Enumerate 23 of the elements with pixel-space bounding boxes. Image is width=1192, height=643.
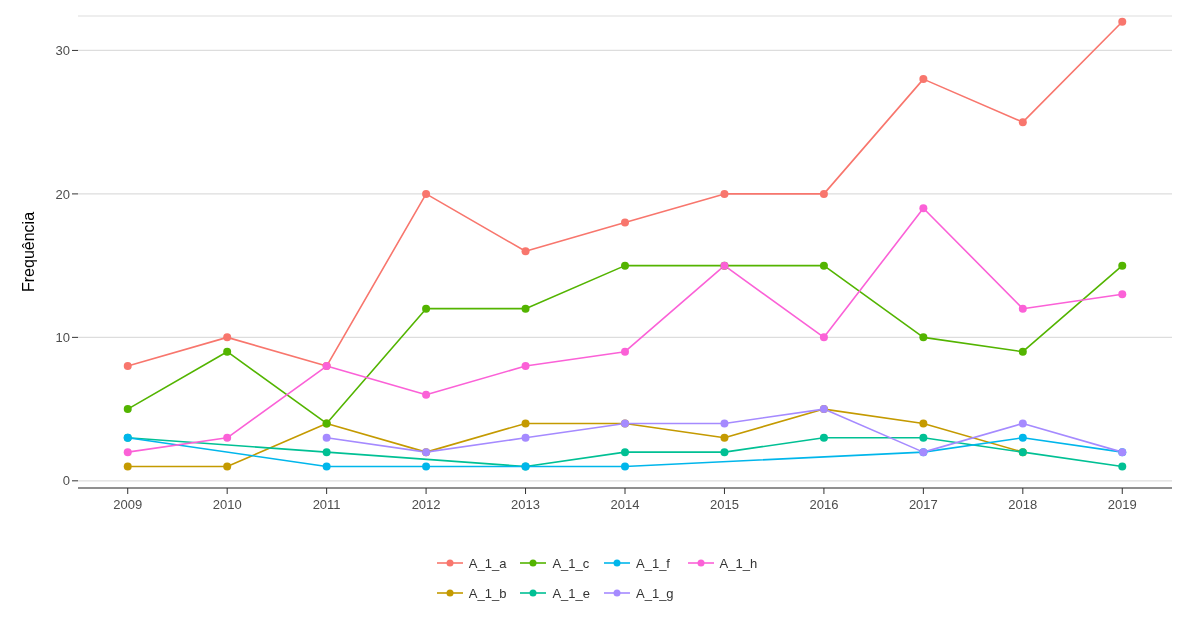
x-tick-label: 2015 [709,497,739,513]
legend-label: A_1_e [552,585,590,601]
y-tick-label: 30 [55,43,70,59]
x-tick-label: 2009 [113,497,143,513]
x-tick-label: 2018 [1008,497,1038,513]
y-axis-title: Frequência [19,211,37,293]
x-tick-label: 2011 [312,497,341,513]
x-tick-label: 2019 [1107,497,1137,513]
x-tick-label: 2012 [411,497,441,513]
x-tick-label: 2017 [908,497,938,513]
y-tick-label: 0 [62,473,70,489]
legend-label: A_1_c [552,555,590,571]
legend-label: A_1_g [636,585,674,601]
x-tick-label: 2016 [809,497,839,513]
y-tick-label: 10 [55,329,70,345]
legend-label: A_1_a [468,555,507,571]
x-tick-label: 2010 [212,497,242,513]
x-tick-label: 2013 [511,497,541,513]
legend-label: A_1_b [468,585,507,601]
y-tick-label: 20 [55,186,70,202]
legend-label: A_1_h [719,555,758,571]
legend-label: A_1_f [636,555,670,571]
x-tick-label: 2014 [610,497,640,513]
